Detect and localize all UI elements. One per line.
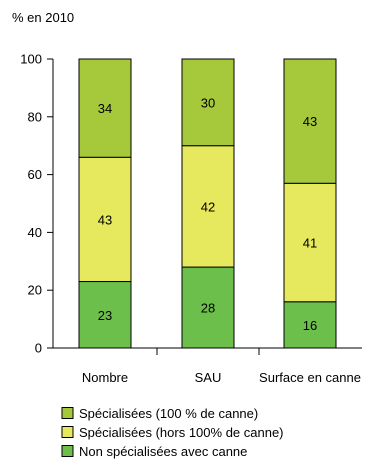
bar-value-label: 23: [98, 308, 112, 323]
legend: Spécialisées (100 % de canne) Spécialisée…: [61, 406, 284, 459]
legend-swatch: [61, 407, 74, 419]
legend-label: Non spécialisées avec canne: [79, 444, 247, 459]
legend-label: Spécialisées (100 % de canne): [79, 406, 258, 421]
legend-swatch: [61, 426, 74, 438]
y-tick-label: 0: [35, 341, 42, 356]
bar-segment: [181, 266, 235, 349]
category-label: Nombre: [82, 370, 128, 385]
y-tick-label: 80: [28, 109, 42, 124]
category-label: SAU: [195, 370, 222, 385]
y-tick-label: 40: [28, 225, 42, 240]
bar-value-label: 34: [98, 101, 112, 116]
legend-swatch: [61, 445, 74, 457]
bar-value-label: 42: [201, 199, 215, 214]
legend-label: Spécialisées (hors 100% de canne): [79, 425, 284, 440]
axes: 0 20 40 60 80 100 Nombre SAU Surface en canne: [20, 52, 362, 385]
bar-segment: [181, 58, 235, 147]
bar-value-label: 28: [201, 301, 215, 316]
y-tick-label: 100: [20, 52, 42, 67]
bars: 23 43 34 28 42 30 16 41 43: [78, 58, 337, 349]
bar-segment: [283, 301, 337, 349]
bar-segment: [283, 182, 337, 303]
bar-value-label: 43: [303, 114, 317, 129]
bar-value-label: 16: [303, 318, 317, 333]
bar-segment: [78, 156, 132, 283]
y-tick-label: 60: [28, 167, 42, 182]
bar-segment: [78, 281, 132, 349]
category-label: Surface en canne: [259, 370, 361, 385]
bar-value-label: 43: [98, 212, 112, 227]
bar-value-label: 41: [303, 236, 317, 251]
y-tick-label: 20: [28, 283, 42, 298]
bar-value-label: 30: [201, 95, 215, 110]
bar-segment: [78, 58, 132, 158]
bar-segment: [283, 58, 337, 184]
y-axis-unit-label: % en 2010: [12, 10, 74, 25]
